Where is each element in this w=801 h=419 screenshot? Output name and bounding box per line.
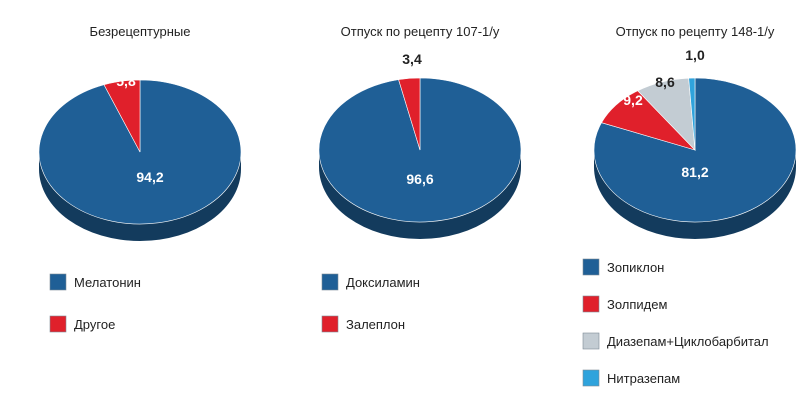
chart-title: Безрецептурные <box>90 24 191 39</box>
legend-label: Нитразепам <box>607 371 680 386</box>
pie-side <box>39 152 241 241</box>
pie-side <box>319 150 521 239</box>
data-label: 81,2 <box>681 164 708 180</box>
pie-chart-1: Безрецептурные 94,2 5,8 Мелатонин Другое <box>38 24 242 333</box>
legend-swatch <box>321 273 339 291</box>
pie-chart-3: Отпуск по рецепту 148-1/у 81,2 9,2 8,6 1,0 Зо… <box>582 24 797 387</box>
legend-label: Диазепам+Циклобарбитал <box>607 334 769 349</box>
legend-label: Залеплон <box>346 317 405 332</box>
data-label: 5,8 <box>116 73 136 89</box>
legend-swatch <box>582 369 600 387</box>
data-label: 96,6 <box>406 171 433 187</box>
legend-swatch <box>321 315 339 333</box>
chart-title: Отпуск по рецепту 148-1/у <box>616 24 775 39</box>
data-label: 3,4 <box>402 51 422 67</box>
pie-chart-2: Отпуск по рецепту 107-1/у 96,6 3,4 Доксилам… <box>318 24 522 333</box>
chart-title: Отпуск по рецепту 107-1/у <box>341 24 500 39</box>
legend-label: Зопиклон <box>607 260 664 275</box>
legend-swatch <box>582 332 600 350</box>
legend-swatch <box>582 258 600 276</box>
pie-slice <box>103 79 141 153</box>
legend-swatch <box>49 273 67 291</box>
data-label: 1,0 <box>685 47 705 63</box>
legend-swatch <box>582 295 600 313</box>
data-label: 9,2 <box>623 92 643 108</box>
pie-slice <box>398 77 421 151</box>
pie-side <box>594 150 796 239</box>
data-label: 8,6 <box>655 74 675 90</box>
legend-label: Мелатонин <box>74 275 141 290</box>
data-label: 94,2 <box>136 169 163 185</box>
legend-swatch <box>49 315 67 333</box>
legend-label: Доксиламин <box>346 275 420 290</box>
legend-label: Золпидем <box>607 297 667 312</box>
legend-label: Другое <box>74 317 115 332</box>
pie-slice <box>688 77 696 151</box>
